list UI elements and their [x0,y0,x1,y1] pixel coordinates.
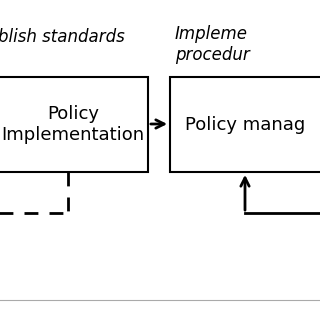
Text: Policy
Implementation: Policy Implementation [2,105,145,144]
Text: blish standards: blish standards [0,28,125,46]
Text: Policy manag: Policy manag [185,116,305,133]
Bar [0,77,148,172]
Text: Impleme
procedur: Impleme procedur [175,25,250,64]
Bar [170,77,320,172]
